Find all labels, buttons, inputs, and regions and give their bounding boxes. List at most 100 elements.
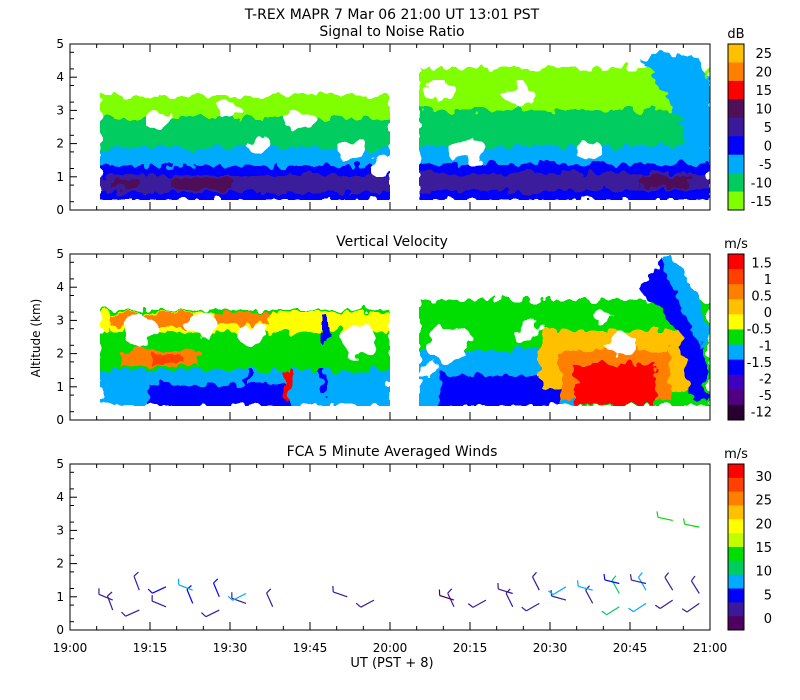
colorbar-swatch [728,154,744,174]
wind-barb-flag [266,588,272,594]
snr-core-purple [110,180,140,188]
y-tick-label: 3 [56,103,64,117]
vv-gap [420,362,440,378]
colorbar-tick-label: 30 [755,470,772,485]
y-tick-label: 5 [56,37,64,51]
wind-barb-staff [578,585,593,591]
snr-data-gap [390,44,419,210]
colorbar-tick-label: 20 [755,66,772,81]
wind-barb-flag [601,610,607,616]
snr-gap [504,85,536,105]
panel-1-title: Signal to Noise Ratio [319,24,464,40]
colorbar-unit: m/s [724,447,748,462]
colorbar-swatch [728,173,744,193]
x-tick-label: 20:30 [533,641,568,655]
colorbar-tick-label: 15 [755,541,772,556]
y-tick-label: 0 [56,203,64,217]
colorbar-tick-label: 25 [755,494,772,509]
wind-barb-staff [333,591,348,598]
snr-plume-cyan [640,50,710,169]
colorbar-frame [727,463,745,631]
colorbar-tick-label: -10 [751,176,772,191]
panel-2-title: Vertical Velocity [336,234,448,250]
colorbar-tick-label: -15 [751,195,772,210]
vv-gap [120,315,160,345]
colorbar-tick-label: 25 [755,47,772,62]
colorbar-tick-label: -1.5 [747,356,772,371]
colorbar-tick-label: -0.5 [747,323,772,338]
colorbar-tick-label: 1.5 [751,256,772,271]
wind-barb-staff [266,592,274,608]
wind-barb-staff [447,592,455,608]
colorbar-swatch [728,464,744,479]
plot-frame [69,463,711,631]
wind-barb-staff [657,516,673,521]
colorbar-unit: dB [727,27,744,42]
wind-barb-flag [548,590,554,596]
colorbar-tick-label: 5 [764,121,772,136]
wind-barb-flag [656,511,659,518]
wind-barb-flag [681,608,688,613]
colorbar-swatch [728,404,744,421]
panel-2-axes: 0 1 2 3 4 5 [56,247,711,427]
wind-barb-flag [576,580,579,587]
snr-gap [218,101,242,119]
wind-barb-staff [152,586,167,594]
y-tick-label: 3 [56,523,64,537]
y-tick-label: 1 [56,590,64,604]
wind-barb-staff [98,593,113,601]
colorbar-tick-label: 10 [755,103,772,118]
colorbar-frame [727,253,745,421]
colorbar-swatch [728,299,744,315]
vv-field-red [150,354,180,364]
vv-gap [604,335,636,355]
colorbar-tick-label: 10 [755,565,772,580]
wind-barb-flag [120,611,127,617]
colorbar-swatch [728,574,744,589]
wind-barb-flag [227,595,234,601]
colorbar-swatch [728,616,744,631]
wind-barb-flag [611,575,617,581]
y-tick-label: 4 [56,70,64,84]
colorbar-swatch [728,389,744,406]
wind-barb-staff [125,609,140,617]
y-tick-label: 3 [56,313,64,327]
wind-barb-flag [521,606,527,612]
wind-barb-staff [232,592,247,601]
colorbar-tick-label: 5 [764,588,772,603]
wind-barb-flag [654,604,661,609]
wind-barb-flag [147,588,153,594]
wind-barb-staff [633,602,647,613]
panel-3-title: FCA 5 Minute Averaged Winds [287,444,498,460]
colorbar-swatch [728,80,744,100]
wind-barb-staff [684,523,700,528]
wind-barb-staff [526,602,540,612]
wind-barb-staff [551,595,567,601]
x-tick-label: 19:30 [213,641,248,655]
y-tick-label: 5 [56,457,64,471]
vv-streak-blue [320,370,326,396]
x-axis-label: UT (PST + 8) [350,656,433,671]
colorbar-swatch [728,588,744,603]
wind-barb-staff [186,589,194,604]
y-tick-label: 1 [56,170,64,184]
colorbar-tick-label: -1 [759,339,772,354]
wind-barb-staff [664,576,674,591]
vv-gap [588,307,612,323]
wind-barb-flag [690,575,696,582]
wind-barb-flag [447,588,453,594]
vv-gap [516,320,544,340]
vv-gap [430,327,470,363]
colorbar-swatch [728,560,744,576]
colorbar-swatch [728,547,744,562]
colorbar-tick-label: 0 [764,139,772,154]
colorbar-swatch [728,519,744,534]
y-tick-label: 4 [56,280,64,294]
colorbar-tick-label: 20 [755,517,772,532]
wind-barb-flag [133,571,139,577]
vv-field-red [575,365,655,405]
colorbar-tick-label: 15 [755,84,772,99]
wind-barb-staff [604,579,620,585]
colorbar-swatch [728,136,744,156]
wind-barb-staff [151,600,167,608]
